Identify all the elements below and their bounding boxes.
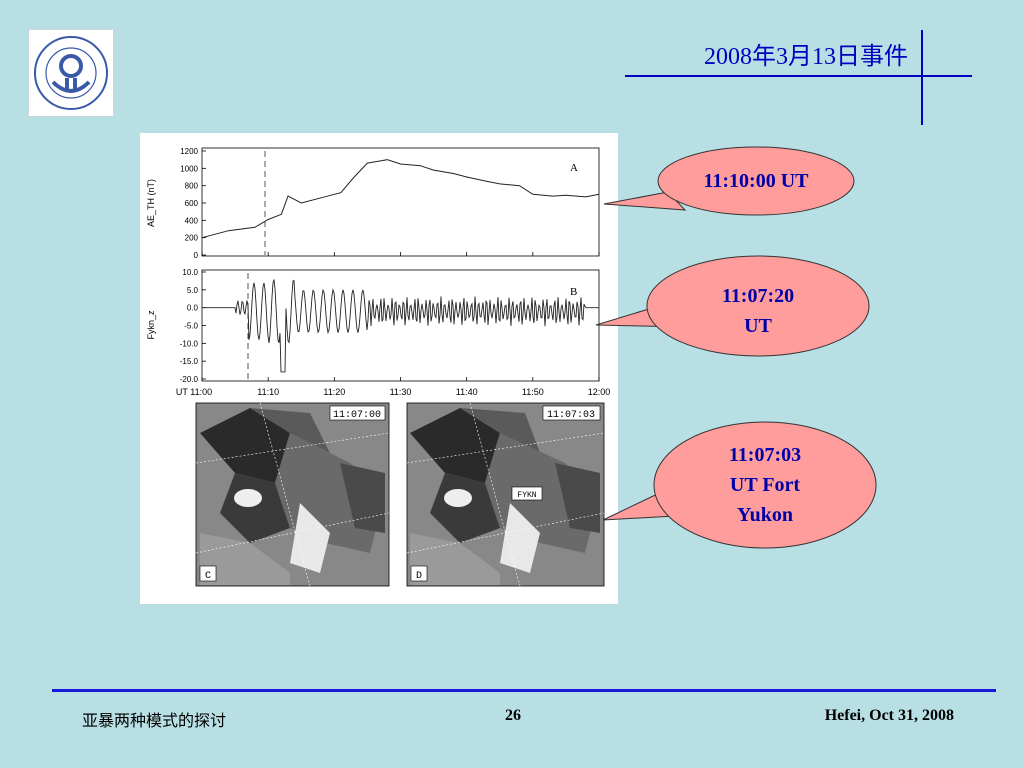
panel-a-ylabel: AE_TH (nT) xyxy=(146,179,156,227)
footer-topic: 亚暴两种模式的探讨 xyxy=(82,713,227,730)
auroral-image-d xyxy=(406,402,605,587)
title-vertical-rule xyxy=(921,30,923,125)
university-logo xyxy=(28,29,114,117)
callout-1-line: 11:10:00 UT xyxy=(703,170,809,192)
x-tick-label: 11:10 xyxy=(257,387,279,397)
panel-b-ytick-label: -5.0 xyxy=(184,322,198,331)
x-axis-ticks: UT 11:00 11:10 11:20 11:30 11:40 11:50 12:00 xyxy=(176,252,610,397)
panel-b-ytick-label: 0.0 xyxy=(187,304,199,313)
image-c-letter: C xyxy=(205,571,211,582)
callout-1-bubble xyxy=(657,146,855,216)
x-tick-label: 11:40 xyxy=(456,387,478,397)
image-c-timestamp: 11:07:00 xyxy=(333,410,381,421)
callout-3-bubble xyxy=(653,421,877,549)
panel-a-yticks: 1200 1000 800 600 400 200 0 xyxy=(180,147,206,260)
panel-b-ytick-label: 10.0 xyxy=(182,268,198,277)
x-tick-label: 11:20 xyxy=(323,387,345,397)
footer-rule xyxy=(52,689,996,692)
panel-a-letter: A xyxy=(570,162,578,174)
callout-1-text: 11:10:00 UT xyxy=(666,166,846,196)
panel-b-ytick-label: -15.0 xyxy=(180,357,199,366)
x-tick-label: 11:30 xyxy=(390,387,412,397)
image-d-timestamp: 11:07:03 xyxy=(547,410,595,421)
footer-venue-date: Hefei, Oct 31, 2008 xyxy=(824,707,954,724)
x-tick-label: 11:50 xyxy=(522,387,544,397)
image-d-letter: D xyxy=(416,571,422,582)
panel-a-ytick-label: 200 xyxy=(185,234,199,243)
callout-3-line-1: 11:07:03 xyxy=(728,444,802,466)
panel-b-ytick-label: -10.0 xyxy=(180,339,199,348)
auroral-image-c xyxy=(195,402,390,587)
figure-panel: 1200 1000 800 600 400 200 0 AE_TH (nT) A 10.0 5… xyxy=(140,133,618,604)
callout-2-line-1: 11:07:20 xyxy=(721,285,795,307)
title-underline xyxy=(625,75,972,77)
panel-a-ytick-label: 0 xyxy=(194,251,199,260)
panel-b-ytick-label: -20.0 xyxy=(180,375,199,384)
page-number: 26 xyxy=(505,707,521,724)
callout-3-text: 11:07:03 UT Fort Yukon xyxy=(675,440,855,530)
image-d-fykn-marker: FYKN xyxy=(517,491,536,500)
callout-3-line-2: UT Fort xyxy=(729,474,801,496)
panel-b-ylabel: Fykn_z xyxy=(146,310,156,340)
x-tick-label: 12:00 xyxy=(588,387,611,397)
panel-b-yticks: 10.0 5.0 0.0 -5.0 -10.0 -15.0 -20.0 xyxy=(180,268,206,384)
slide-title: 2008年3月13日事件 xyxy=(704,44,908,70)
callout-2-text: 11:07:20 UT xyxy=(668,281,848,341)
panel-a-ytick-label: 400 xyxy=(185,216,199,225)
callout-3-line-3: Yukon xyxy=(737,504,793,526)
figure-svg: 1200 1000 800 600 400 200 0 AE_TH (nT) A 10.0 5… xyxy=(146,147,610,587)
panel-b-letter: B xyxy=(570,286,577,298)
panel-a-ytick-label: 800 xyxy=(185,182,199,191)
panel-a-ytick-label: 1200 xyxy=(180,147,198,156)
callout-2-bubble xyxy=(646,255,870,357)
panel-b-ytick-label: 5.0 xyxy=(187,286,199,295)
callout-2-line-2: UT xyxy=(744,315,772,337)
panel-b-series-line xyxy=(202,279,599,373)
x-tick-label: UT 11:00 xyxy=(176,387,212,397)
panel-a-series-line xyxy=(201,159,600,239)
panel-a-ytick-label: 600 xyxy=(185,199,199,208)
panel-a-ytick-label: 1000 xyxy=(180,164,198,173)
